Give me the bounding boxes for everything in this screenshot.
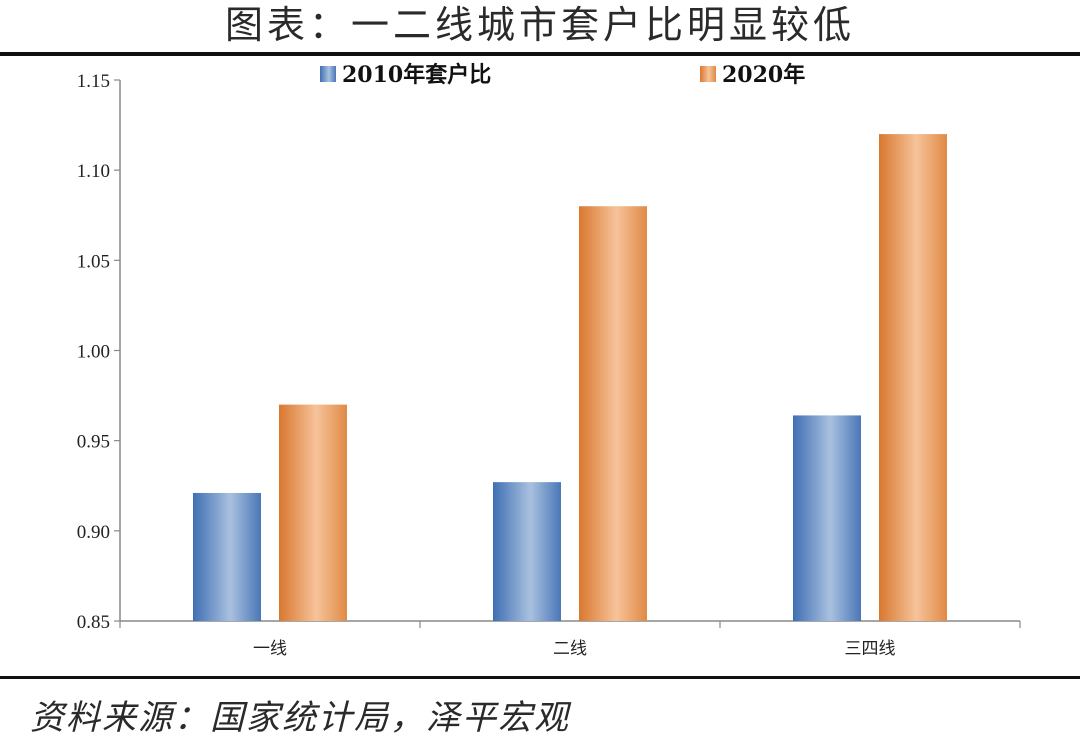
bar-series-2020 [579,206,647,621]
bar-series-2020 [279,404,347,621]
y-tick-label: 0.85 [77,612,110,633]
bar-chart: 0.85 0.90 0.95 1.00 1.05 1.10 1.15 一线 二线 三四线 2010… [77,62,1021,659]
legend-swatch [320,66,336,82]
y-tick-label: 1.15 [77,71,110,92]
x-category-label: 二线 [553,639,587,659]
bar-series-2020 [879,134,947,621]
legend: 2010年套户比 2020年 [320,62,805,88]
y-tick-label: 0.90 [77,522,110,543]
y-tick-label: 0.95 [77,432,110,453]
bottom-rule [0,676,1080,679]
bar-series-2010 [193,492,261,621]
top-rule [0,52,1080,56]
axes: 0.85 0.90 0.95 1.00 1.05 1.10 1.15 一线 二线 三四线 [77,71,1021,659]
y-tick-label: 1.10 [77,161,110,182]
bars [193,134,947,621]
x-category-label: 一线 [253,639,287,659]
bar-series-2010 [793,415,861,621]
y-tick-label: 1.00 [77,342,110,363]
legend-label: 2020年 [722,62,805,88]
y-tick-label: 1.05 [77,251,110,272]
legend-swatch [700,66,716,82]
source-note: 资料来源：国家统计局，泽平宏观 [30,698,570,738]
x-category-label: 三四线 [845,639,896,659]
bar-series-2010 [493,482,561,621]
legend-label: 2010年套户比 [342,62,491,88]
chart-title: 图表：一二线城市套户比明显较低 [224,3,855,47]
